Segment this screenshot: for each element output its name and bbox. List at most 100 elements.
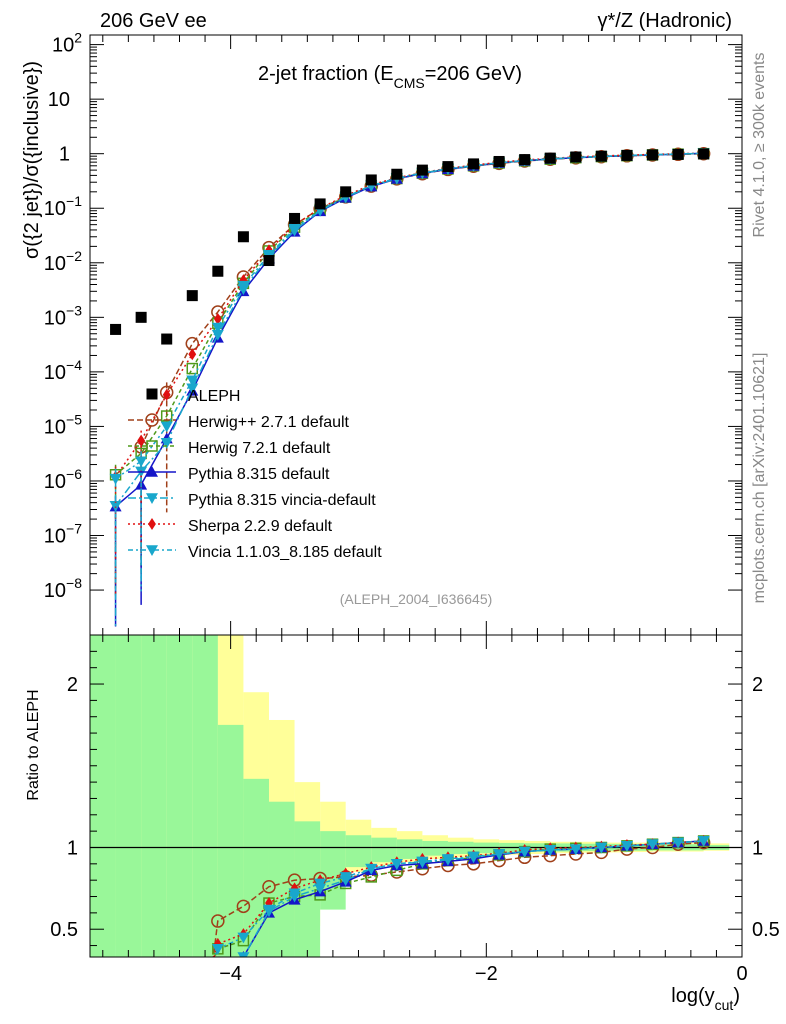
x-axis-label: log(ycut) <box>671 985 740 1013</box>
data-point <box>442 161 454 173</box>
data-point <box>314 198 326 210</box>
y-tick-label-base: 10 <box>44 416 66 438</box>
stat-band <box>371 837 397 863</box>
ratio-series-marker <box>646 839 659 851</box>
legend-marker <box>146 466 158 477</box>
data-point <box>391 168 403 180</box>
x-axis-label-tail: ) <box>733 985 740 1007</box>
series-marker <box>186 375 199 387</box>
y-tick-label: 10 <box>48 89 70 111</box>
y-tick-label-base: 10 <box>44 362 66 384</box>
data-point <box>212 265 224 277</box>
y-tick-label-base: 10 <box>44 580 66 602</box>
ratio-series-marker <box>236 899 251 914</box>
ratio-series-marker <box>365 863 378 875</box>
legend: ALEPH Herwig++ 2.7.1 default Herwig 7.2.1 … <box>128 388 382 561</box>
ratio-series-marker <box>237 952 250 957</box>
series-marker <box>188 348 197 361</box>
legend-marker <box>146 493 158 504</box>
y-tick-label-base: 10 <box>48 89 70 111</box>
ratio-y-tick-label-right: 2 <box>752 674 763 696</box>
data-point <box>289 212 301 224</box>
ratio-series-marker <box>339 872 352 883</box>
data-point <box>621 149 633 161</box>
y-tick-label-base: 10 <box>44 198 66 220</box>
ratio-y-tick-label-left: 2 <box>67 674 78 696</box>
y-tick-label-exponent: 2 <box>74 30 82 46</box>
legend-label: Sherpa 2.2.9 default <box>188 518 333 535</box>
ratio-plot-area <box>90 834 742 957</box>
data-point <box>340 186 352 198</box>
ratio-series-marker <box>493 849 506 861</box>
chart-title-sub: CMS <box>394 75 425 91</box>
y-tick-label-base: 10 <box>44 253 66 275</box>
chart-title-tail: =206 GeV) <box>425 63 522 85</box>
y-tick-label-exponent: −4 <box>66 357 82 373</box>
legend-label: Pythia 8.315 vincia-default <box>188 492 376 509</box>
y-tick-label-exponent: −7 <box>66 521 82 537</box>
data-point <box>135 311 147 323</box>
ratio-series-marker <box>211 914 225 928</box>
ratio-series-marker <box>518 846 531 858</box>
data-point <box>237 231 249 243</box>
main-x-axis <box>102 35 743 635</box>
data-point <box>493 155 505 167</box>
stat-band <box>192 635 218 957</box>
y-tick-label: 1 <box>59 144 70 166</box>
ratio-series-marker <box>441 854 454 865</box>
ratio-series-marker <box>595 842 608 854</box>
series-marker <box>160 421 173 433</box>
main-plot-area <box>109 146 711 627</box>
ratio-y-axis-label: Ratio to ALEPH <box>25 689 42 800</box>
x-tick-label: 0 <box>736 963 747 985</box>
y-tick-label: 102 <box>52 30 82 57</box>
y-tick-label-exponent: −3 <box>66 302 82 318</box>
ratio-series-marker <box>288 888 301 900</box>
process-label: γ*/Z (Hadronic) <box>598 10 732 32</box>
stat-band <box>166 635 193 957</box>
series-marker <box>185 336 200 351</box>
series-marker <box>162 388 171 401</box>
y-tick-label: 10−6 <box>44 466 82 493</box>
series-marker <box>135 456 148 468</box>
stat-band <box>320 831 346 910</box>
data-point <box>595 150 607 162</box>
ratio-series-marker <box>672 837 685 849</box>
ratio-series-marker <box>290 882 299 895</box>
main-y-axis-label: σ({2 jet})/σ({inclusive}) <box>21 61 43 259</box>
stat-band <box>90 635 116 957</box>
ratio-x-axis: −4 −2 0 <box>102 635 748 985</box>
legend-marker <box>146 545 158 556</box>
ratio-series-marker <box>569 844 582 856</box>
series-marker <box>237 280 250 292</box>
ratio-panel: 0.5 0.5 1 1 2 2 −4 −2 0 Ratio to ALEPH log(ycut… <box>25 634 780 1013</box>
y-tick-label: 10−4 <box>44 357 82 384</box>
stat-band <box>141 635 167 957</box>
legend-marker <box>146 388 158 400</box>
y-tick-label-exponent: −1 <box>66 193 82 209</box>
mcplots-label: mcplots.cern.ch [arXiv:2401.10621] <box>751 353 768 604</box>
series-marker <box>109 473 122 485</box>
legend-label: Herwig++ 2.7.1 default <box>188 414 350 431</box>
series-marker <box>213 313 222 326</box>
ratio-series-marker <box>314 878 327 890</box>
ratio-y-tick-label-right: 1 <box>752 837 763 859</box>
stat-band <box>243 778 269 957</box>
series-marker <box>288 223 301 235</box>
chart-title-main: 2-jet fraction (E <box>258 63 394 85</box>
ratio-series-line <box>213 840 704 957</box>
ratio-series-marker <box>211 944 224 955</box>
data-point <box>570 151 582 163</box>
series-marker <box>211 329 224 341</box>
ratio-y-axis: 0.5 0.5 1 1 2 2 <box>50 650 780 947</box>
legend-marker <box>148 518 156 530</box>
series-marker <box>137 434 146 447</box>
y-tick-label-base: 10 <box>44 471 66 493</box>
y-tick-label-exponent: −8 <box>66 575 82 591</box>
series-marker <box>109 501 122 512</box>
analysis-tag: (ALEPH_2004_I636645) <box>340 591 493 607</box>
ratio-series-marker <box>697 836 710 847</box>
series-marker <box>160 438 173 449</box>
